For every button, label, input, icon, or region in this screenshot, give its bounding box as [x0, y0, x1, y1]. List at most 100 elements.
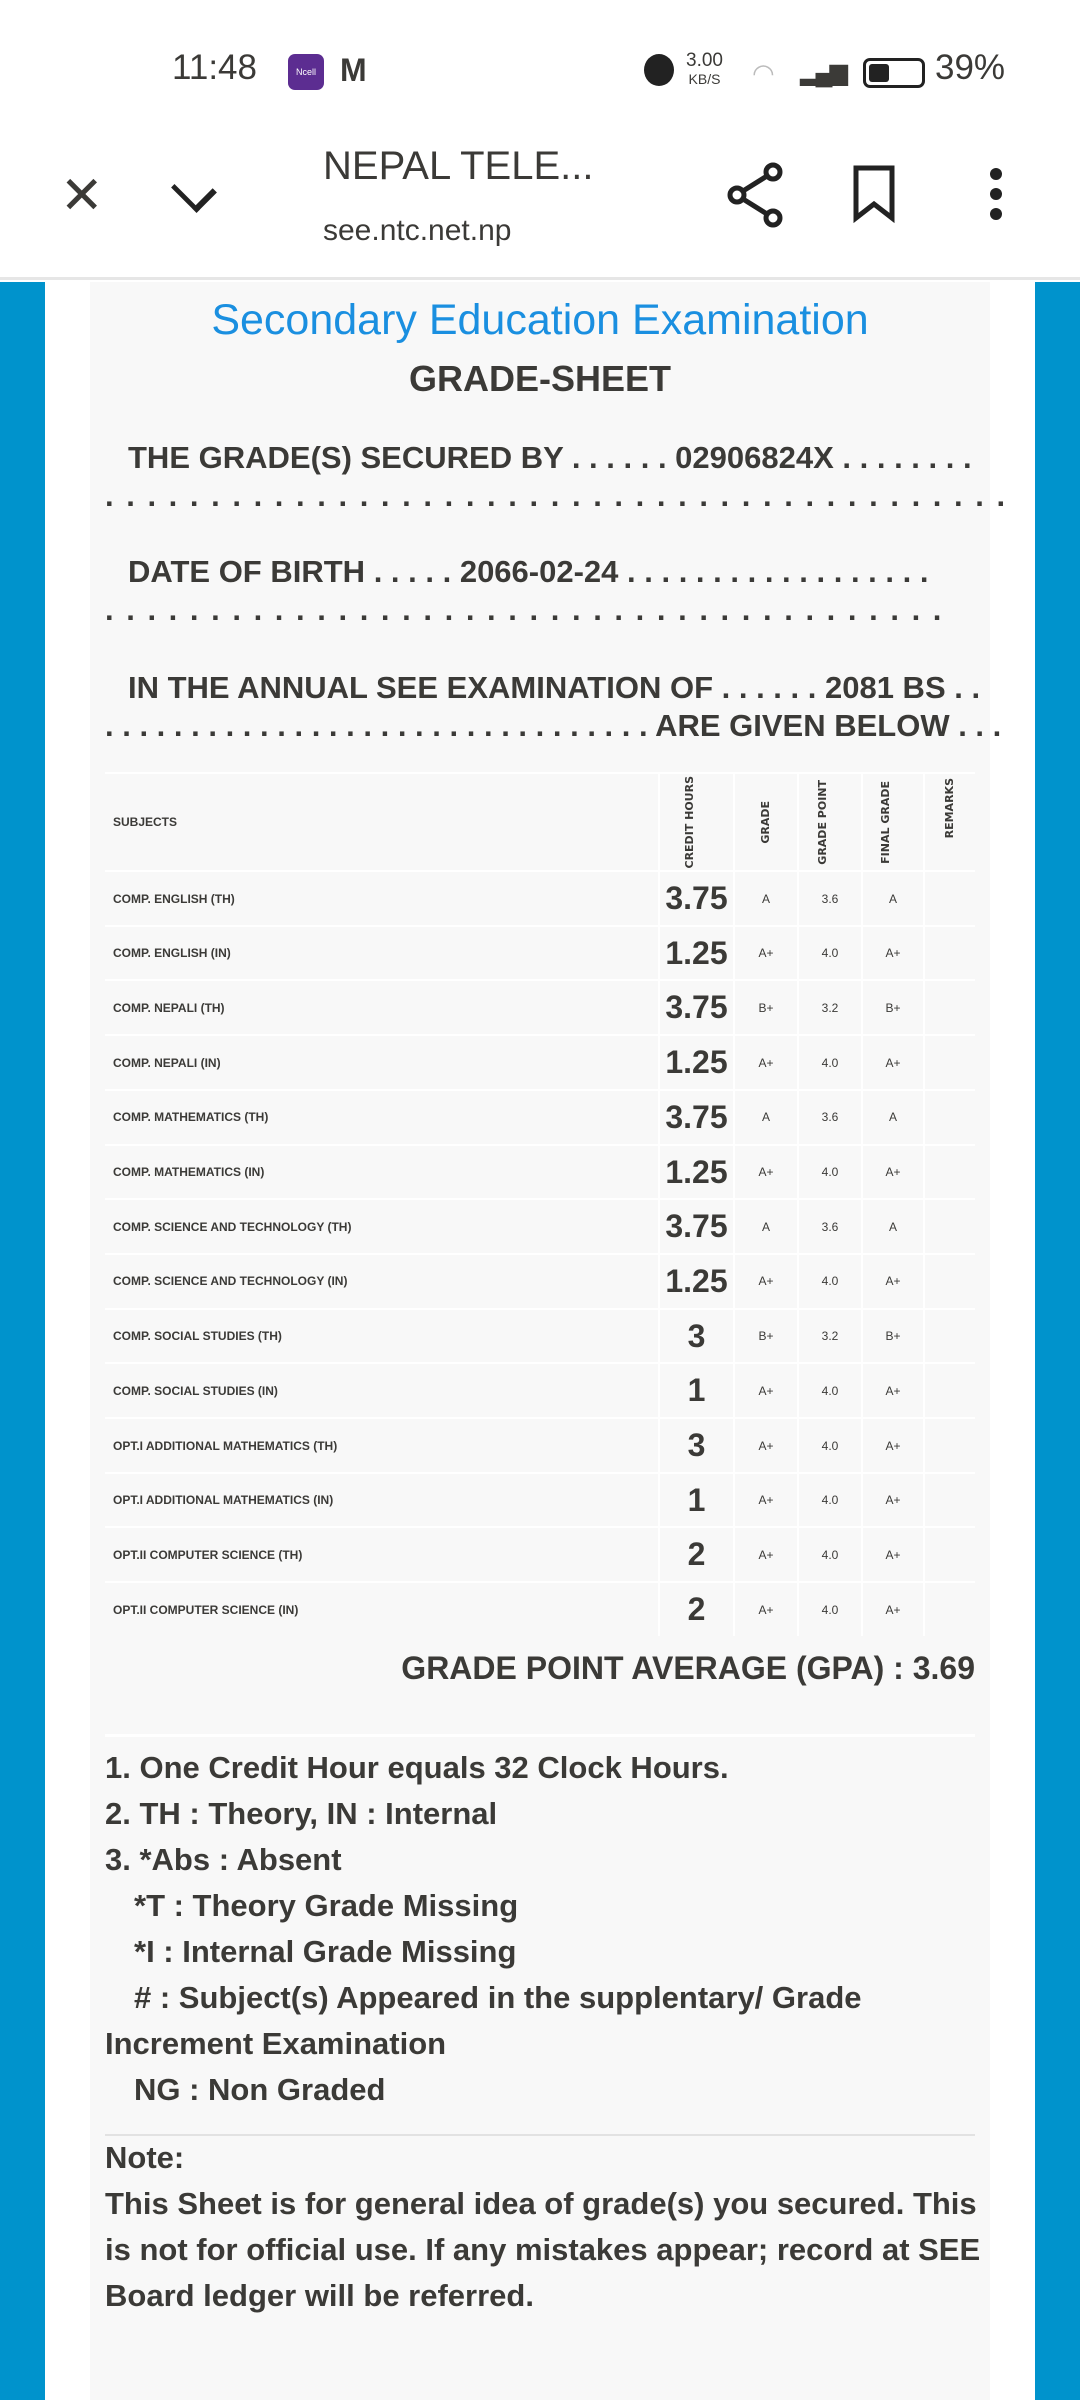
subject-name: COMP. NEPALI (TH) [113, 1000, 225, 1015]
dob-value: 2066-02-24 [459, 554, 619, 589]
table-row: COMP. SOCIAL STUDIES (IN) 1 A+ 4.0 A+ [105, 1362, 975, 1418]
dob-label: DATE OF BIRTH [128, 554, 366, 589]
divider [105, 1734, 975, 1737]
grade-point: 4.0 [797, 1364, 861, 1418]
exam-label: IN THE ANNUAL SEE EXAMINATION OF [128, 670, 714, 705]
wifi-icon: ◠ [752, 58, 775, 88]
table-row: COMP. SOCIAL STUDIES (TH) 3 B+ 3.2 B+ [105, 1307, 975, 1363]
grade-point: 3.6 [797, 1200, 861, 1254]
final-grade: A+ [861, 1419, 923, 1472]
more-options-icon[interactable] [986, 166, 1006, 222]
divider [105, 2134, 975, 2136]
legend-note: *T : Theory Grade Missing [134, 1888, 519, 1923]
close-icon[interactable]: ✕ [60, 167, 104, 225]
remarks [923, 981, 975, 1035]
subject-name: OPT.I ADDITIONAL MATHEMATICS (TH) [113, 1438, 338, 1453]
grade-point: 4.0 [797, 1145, 861, 1199]
chevron-down-icon[interactable] [171, 167, 217, 213]
subject-name: COMP. SOCIAL STUDIES (IN) [113, 1383, 278, 1398]
dots: . . . . . . . . . . . . . . . . . . . . … [105, 592, 944, 627]
col-final-grade: FINAL GRADE [879, 780, 892, 864]
dob-line: DATE OF BIRTH . . . . . 2066-02-24 . . .… [128, 554, 929, 589]
grade-point: 4.0 [797, 1583, 861, 1637]
final-grade: A+ [861, 1528, 923, 1582]
credit-hours: 1.25 [658, 926, 733, 980]
legend-note: 2. TH : Theory, IN : Internal [105, 1796, 498, 1831]
clock: 11:48 [172, 48, 257, 87]
credit-hours: 3.75 [658, 872, 733, 925]
table-row: OPT.I ADDITIONAL MATHEMATICS (TH) 3 A+ 4… [105, 1417, 975, 1472]
grade-point: 4.0 [797, 1036, 861, 1090]
credit-hours: 1 [658, 1364, 733, 1418]
grade: B+ [733, 981, 797, 1035]
credit-hours: 2 [658, 1583, 733, 1637]
legend-note: NG : Non Graded [134, 2072, 386, 2107]
table-row: OPT.II COMPUTER SCIENCE (TH) 2 A+ 4.0 A+ [105, 1526, 975, 1582]
alarm-icon [644, 54, 674, 86]
credit-hours: 1 [658, 1473, 733, 1527]
grade: A [733, 1200, 797, 1254]
table-row: COMP. MATHEMATICS (IN) 1.25 A+ 4.0 A+ [105, 1143, 975, 1199]
secured-label: THE GRADE(S) SECURED BY [128, 440, 564, 475]
table-row: COMP. SCIENCE AND TECHNOLOGY (IN) 1.25 A… [105, 1252, 975, 1308]
grade-point: 3.6 [797, 872, 861, 925]
final-grade: A+ [861, 1583, 923, 1637]
note-text: This Sheet is for general idea of grade(… [105, 2186, 977, 2221]
subject-name: COMP. NEPALI (IN) [113, 1055, 221, 1070]
grade-point: 4.0 [797, 1419, 861, 1472]
subject-name: OPT.II COMPUTER SCIENCE (IN) [113, 1602, 299, 1617]
url-text[interactable]: see.ntc.net.np [323, 214, 512, 247]
col-grade: GRADE [759, 800, 772, 844]
share-icon[interactable] [725, 162, 785, 228]
final-grade: A+ [861, 1364, 923, 1418]
remarks [923, 1528, 975, 1582]
grade: A+ [733, 1419, 797, 1472]
remarks [923, 872, 975, 925]
speed-value: 3.00 [686, 50, 723, 71]
col-grade-point: GRADE POINT [816, 779, 829, 865]
credit-hours: 3 [658, 1419, 733, 1472]
grade-point: 3.2 [797, 1309, 861, 1363]
credit-hours: 1.25 [658, 1036, 733, 1090]
grade: A+ [733, 1528, 797, 1582]
final-grade: A+ [861, 1145, 923, 1199]
status-bar: 11:48 Ncell M 3.00 KB/S ◠ ▂▄▆ 39% [0, 0, 1080, 130]
signal-icon: ▂▄▆ [800, 59, 848, 86]
table-row: OPT.II COMPUTER SCIENCE (IN) 2 A+ 4.0 A+ [105, 1581, 975, 1637]
grade: A [733, 872, 797, 925]
grade: A+ [733, 1254, 797, 1308]
bookmark-icon[interactable] [852, 164, 896, 224]
legend-note: *I : Internal Grade Missing [134, 1934, 517, 1969]
table-row: OPT.I ADDITIONAL MATHEMATICS (IN) 1 A+ 4… [105, 1471, 975, 1527]
legend-note: 3. *Abs : Absent [105, 1842, 342, 1877]
exam-year: 2081 BS [824, 670, 946, 705]
grade-point: 4.0 [797, 926, 861, 980]
remarks [923, 926, 975, 980]
remarks [923, 1583, 975, 1637]
subject-name: COMP. MATHEMATICS (TH) [113, 1110, 269, 1125]
web-page: Secondary Education Examination GRADE-SH… [45, 282, 1035, 2400]
table-row: COMP. ENGLISH (IN) 1.25 A+ 4.0 A+ [105, 924, 975, 980]
credit-hours: 3.75 [658, 1200, 733, 1254]
final-grade: A+ [861, 1254, 923, 1308]
col-subjects: SUBJECTS [113, 815, 178, 829]
final-grade: A+ [861, 926, 923, 980]
ncell-icon: Ncell [288, 54, 324, 90]
network-speed: 3.00 KB/S [686, 50, 723, 88]
credit-hours: 1.25 [658, 1254, 733, 1308]
remarks [923, 1364, 975, 1418]
grade-point: 4.0 [797, 1254, 861, 1308]
credit-hours: 3.75 [658, 1090, 733, 1144]
final-grade: A+ [861, 1036, 923, 1090]
grade-point: 3.2 [797, 981, 861, 1035]
table-header: SUBJECTS CREDIT HOURS GRADE GRADE POINT … [105, 772, 975, 870]
page-title: NEPAL TELE... [323, 144, 594, 188]
final-grade: B+ [861, 1309, 923, 1363]
remarks [923, 1145, 975, 1199]
remarks [923, 1309, 975, 1363]
page-side-right [1035, 282, 1080, 2400]
gpa: GRADE POINT AVERAGE (GPA) : 3.69 [401, 1650, 975, 1686]
grade-point: 4.0 [797, 1528, 861, 1582]
given-below-line: . . . . . . . . . . . . . . . . . . . . … [105, 708, 1002, 743]
grade: B+ [733, 1309, 797, 1363]
